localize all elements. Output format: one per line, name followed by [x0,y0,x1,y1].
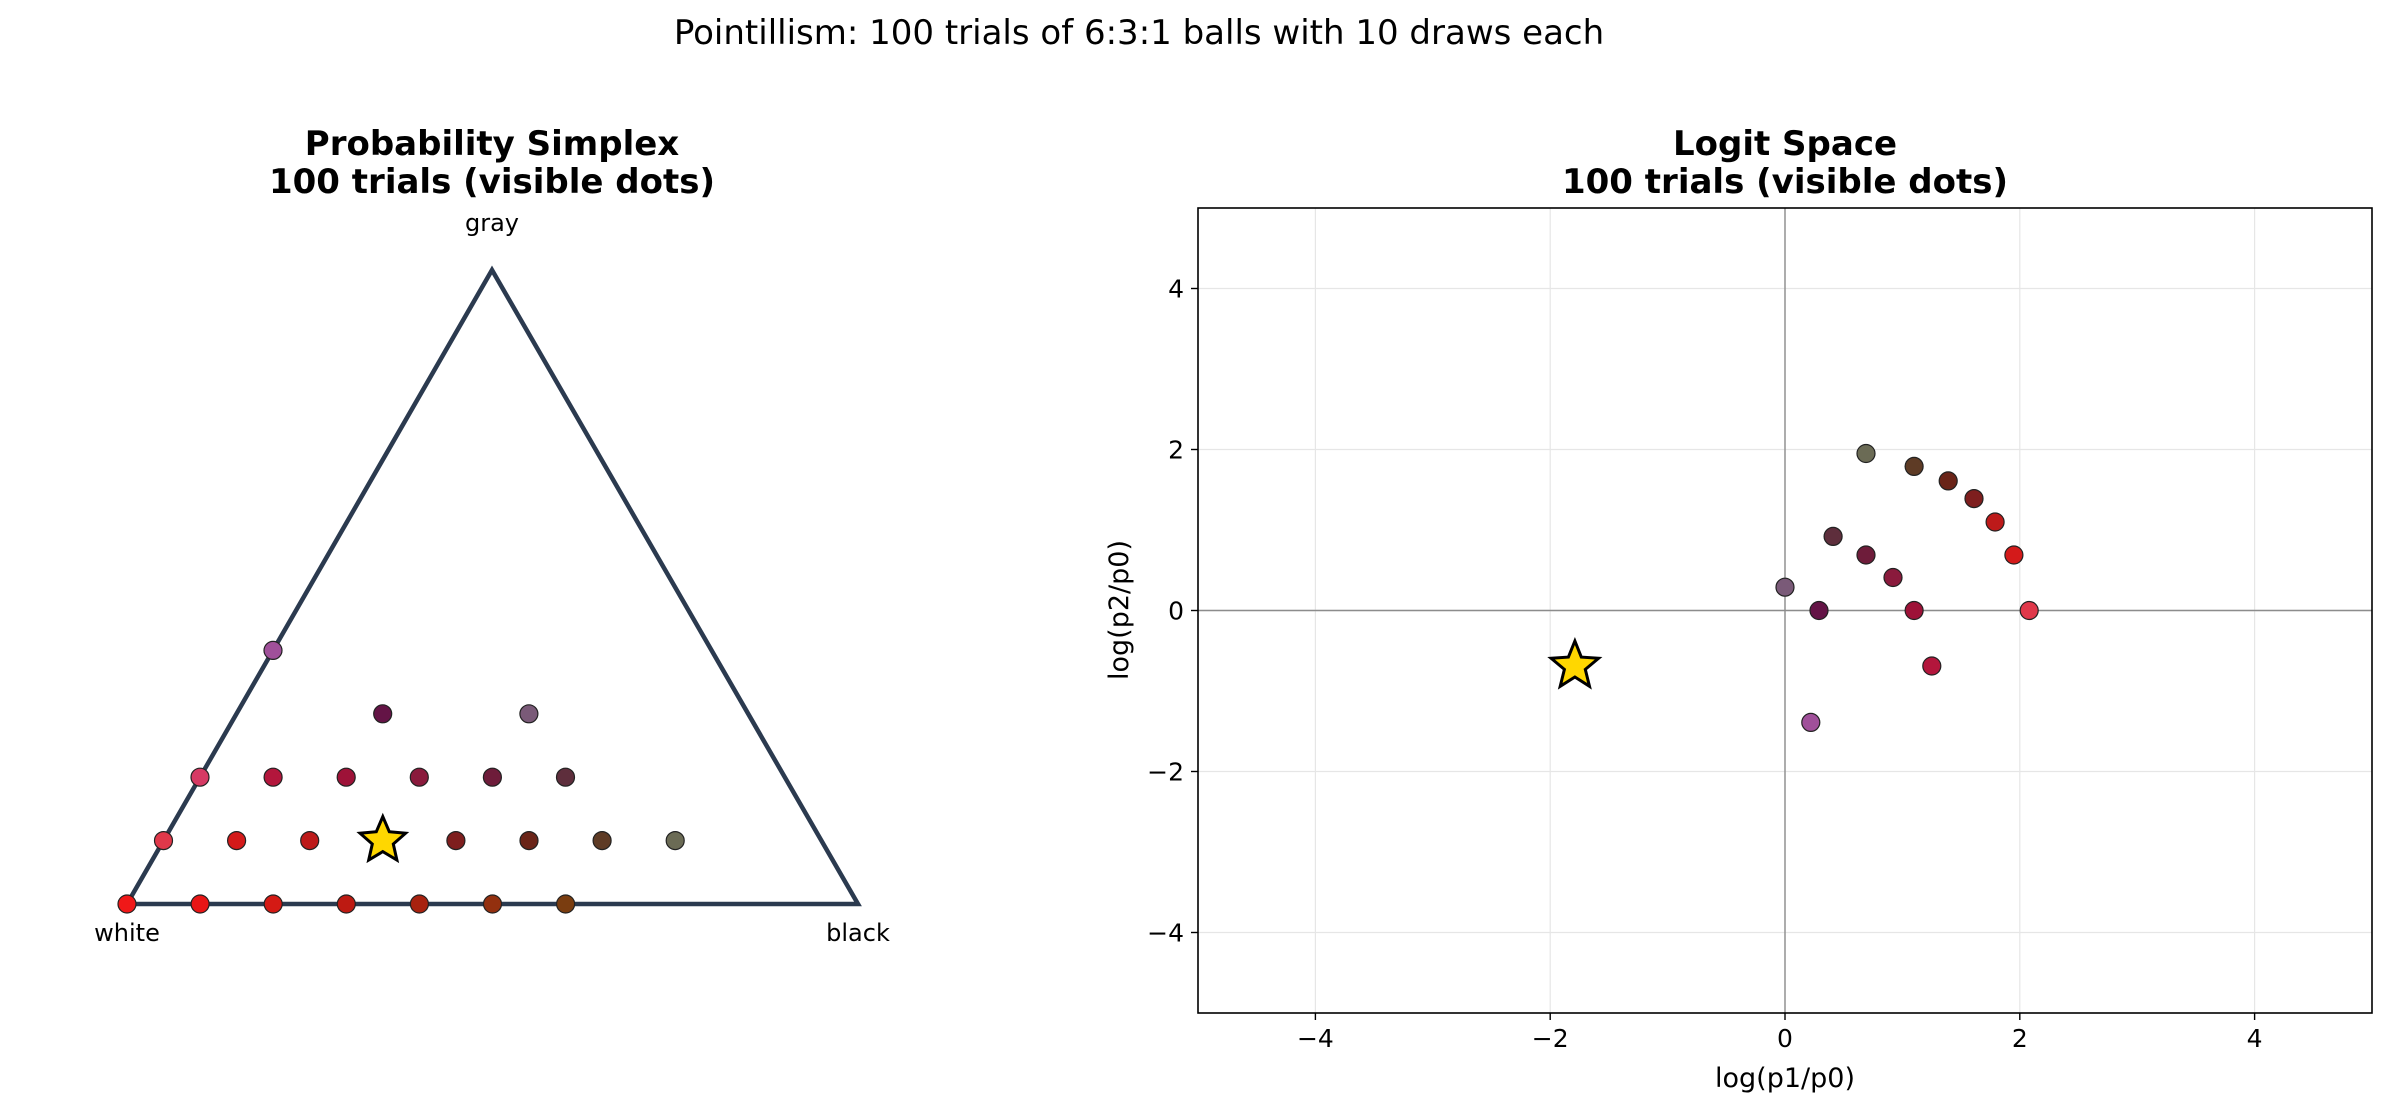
vertex-label-black: black [826,919,890,947]
simplex-point [227,830,247,851]
logit-reference-lines [1198,208,2372,1013]
simplex-subplot: Probability Simplex 100 trials (visible … [94,124,890,947]
logit-y-tick-label: 2 [1168,436,1184,465]
logit-point [2004,545,2024,565]
simplex-point [592,830,612,851]
logit-point [1856,443,1876,464]
logit-point [1775,577,1795,597]
logit-point [1856,545,1876,565]
simplex-point [117,894,137,914]
simplex-point [263,767,283,787]
logit-y-axis-label: log(p2/p0) [1104,540,1135,680]
simplex-point [555,894,576,914]
logit-point [1938,471,1958,491]
logit-title-line2: 100 trials (visible dots) [1562,162,2008,202]
simplex-point [446,830,466,851]
vertex-label-white: white [94,919,160,947]
simplex-point [263,640,283,661]
simplex-point [373,704,393,724]
figure-suptitle: Pointillism: 100 trials of 6:3:1 balls w… [674,13,1604,53]
simplex-point [190,894,210,914]
logit-point [2019,600,2039,621]
logit-point [1883,567,1903,588]
logit-y-tick-label: 0 [1168,597,1184,626]
logit-y-tick-label: 4 [1168,275,1184,304]
logit-points [1547,443,2039,733]
simplex-point [409,767,429,787]
simplex-point [409,894,429,914]
simplex-points [117,640,685,914]
simplex-point [519,830,539,851]
logit-x-tick-label: 2 [2012,1024,2028,1053]
logit-point [1801,712,1821,733]
logit-point [1922,656,1942,676]
logit-y-tick-label: −4 [1147,919,1184,948]
simplex-title-line2: 100 trials (visible dots) [269,162,715,202]
logit-x-axis-label: log(p1/p0) [1715,1063,1855,1094]
logit-point [1904,600,1924,621]
simplex-true-probability-star [356,812,410,864]
simplex-point [665,830,685,851]
logit-point [1823,526,1843,547]
simplex-point [336,894,356,914]
logit-x-tick-label: −2 [1532,1024,1569,1053]
simplex-point [263,894,283,914]
simplex-point [300,830,320,851]
logit-point [1904,456,1924,476]
logit-title-line1: Logit Space [1673,124,1897,164]
simplex-point [482,767,502,787]
simplex-point [519,704,539,724]
simplex-point [190,767,210,787]
logit-subplot: Logit Space 100 trials (visible dots) −4… [1104,124,2373,1094]
simplex-point [153,830,174,851]
simplex-title-line1: Probability Simplex [305,124,680,164]
logit-ticks: −4 −2 0 2 4 −4 −2 0 2 4 [1147,275,2262,1054]
logit-x-tick-label: 0 [1777,1024,1793,1053]
simplex-point [555,767,576,787]
logit-true-probability-star [1547,636,1603,690]
logit-point [1964,489,1984,509]
simplex-point [336,767,356,787]
logit-y-tick-label: −2 [1147,758,1184,787]
logit-plot-frame [1197,207,2373,1014]
simplex-point [482,894,503,914]
vertex-label-gray: gray [465,209,519,237]
logit-x-tick-label: −4 [1297,1024,1334,1053]
logit-point [1985,512,2005,532]
logit-x-tick-label: 4 [2247,1024,2263,1053]
logit-point [1809,600,1829,621]
